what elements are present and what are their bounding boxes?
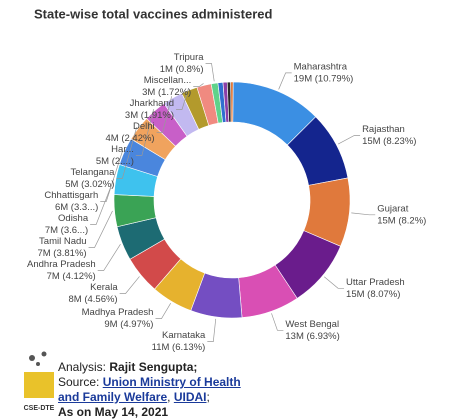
value-label: 5M (3.02%)	[65, 179, 114, 190]
chart-title: State-wise total vaccines administered	[34, 6, 272, 21]
value-label: 13M (6.93%)	[285, 331, 339, 342]
leader-line	[193, 83, 204, 87]
value-label: 3M (1.91%)	[125, 110, 174, 121]
leader-line	[135, 109, 154, 156]
leader-line	[271, 313, 284, 331]
slice-label: Tamil Nadu	[39, 236, 87, 247]
slice-label: Rajasthan	[362, 124, 405, 135]
slice-label: Tripura	[174, 52, 204, 63]
leader-line	[100, 150, 124, 202]
slice-label: Jharkhand	[130, 98, 174, 109]
slice-label: West Bengal	[285, 319, 339, 330]
value-label: 15M (8.07%)	[346, 289, 400, 300]
value-label: 15M (8.2%)	[377, 215, 426, 226]
logo: CSE-DTE	[24, 351, 55, 412]
leader-line	[88, 210, 113, 248]
source-link[interactable]: UIDAI	[173, 390, 207, 404]
slice-label: Maharashtra	[294, 61, 348, 72]
leader-line	[337, 135, 361, 145]
slice	[230, 81, 234, 123]
value-label: 3M (1.72%)	[142, 87, 191, 98]
value-label: 7M (3.6...)	[45, 225, 88, 236]
slice-label: Har...	[111, 144, 134, 155]
end: ;	[206, 390, 210, 404]
logo-dot	[29, 355, 35, 361]
logo-dot	[41, 351, 47, 357]
leader-line	[90, 178, 115, 225]
leader-line	[323, 276, 345, 289]
analysis-line: Analysis: Rajit Sengupta;	[58, 360, 254, 375]
value-label: 6M (3.3...)	[55, 202, 98, 213]
leader-line	[278, 72, 292, 90]
value-label: 19M (10.79%)	[294, 73, 354, 84]
slice-label: Delhi	[133, 121, 155, 132]
leader-line	[116, 127, 138, 179]
leader-line	[156, 96, 173, 133]
leader-line	[155, 302, 171, 319]
slice-label: Miscellan...	[144, 75, 192, 86]
analyst: Rajit Sengupta;	[109, 360, 198, 374]
value-label: 9M (4.97%)	[104, 319, 153, 330]
value-label: 11M (6.13%)	[152, 342, 206, 353]
value-label: 15M (8.23%)	[362, 136, 416, 147]
slice-label: Andhra Pradesh	[27, 259, 96, 270]
value-label: 1M (0.8%)	[160, 64, 204, 75]
leader-line	[97, 244, 121, 271]
value-label: 5M (2....)	[96, 156, 134, 167]
leader-line	[207, 318, 217, 342]
slice-label: Gujarat	[377, 203, 409, 214]
leader-line	[176, 88, 189, 110]
slice-label: Odisha	[58, 213, 89, 224]
slice-label: Telangana	[71, 167, 116, 178]
source-line: Source: Union Ministry of Health and Fam…	[58, 375, 254, 405]
leader-line	[205, 63, 215, 82]
analysis-label: Analysis:	[58, 360, 107, 374]
source-label: Source:	[58, 375, 100, 389]
source-link[interactable]: Union Ministry of Health and Family Welf…	[58, 375, 241, 404]
separator: ,	[167, 390, 171, 404]
value-label: 4M (2.42%)	[106, 133, 155, 144]
value-label: 7M (4.12%)	[47, 271, 96, 282]
slice-label: Uttar Pradesh	[346, 277, 405, 288]
logo-box	[24, 372, 54, 398]
logo-dot	[36, 362, 40, 366]
slice-label: Madhya Pradesh	[82, 307, 154, 318]
slice-label: Chhattisgarh	[44, 190, 98, 201]
logo-text: CSE-DTE	[24, 405, 55, 412]
leader-line	[351, 212, 376, 216]
footer: Analysis: Rajit Sengupta; Source: Union …	[58, 360, 254, 420]
as-on: As on May 14, 2021	[58, 405, 169, 419]
value-label: 7M (3.81%)	[37, 248, 86, 259]
slice-label: Karnataka	[162, 330, 206, 341]
slice-label: Kerala	[90, 282, 118, 293]
value-label: 8M (4.56%)	[69, 294, 118, 305]
leader-line	[119, 276, 140, 294]
